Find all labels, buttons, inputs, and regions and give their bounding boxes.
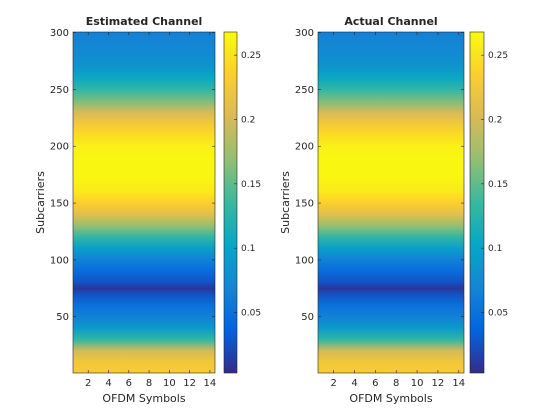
x-axis-label: OFDM Symbols	[102, 392, 185, 405]
y-tick-label: 250	[50, 85, 69, 96]
y-axis-label: Subcarriers	[279, 171, 292, 234]
chart-title: Estimated Channel	[86, 15, 203, 28]
x-tick-label: 2	[330, 378, 336, 389]
colorbar-tick-label: 0.15	[241, 180, 261, 190]
x-tick-label: 8	[146, 378, 152, 389]
chart-panel-1: 2 4 6 8 10 12 14 50 100 150 200 250 300 Estimated Cha…	[34, 15, 261, 405]
x-tick-label: 14	[452, 378, 465, 389]
colorbar	[470, 32, 484, 373]
y-tick-label: 100	[295, 255, 314, 266]
colorbar-tick-label: 0.05	[241, 309, 261, 319]
axes-box	[72, 31, 216, 374]
y-tick-label: 50	[56, 312, 69, 323]
y-tick-label: 250	[295, 85, 314, 96]
x-tick-label: 4	[105, 378, 111, 389]
y-tick-label: 200	[50, 142, 69, 153]
heatmap-image	[73, 32, 215, 373]
x-tick-label: 10	[163, 378, 176, 389]
y-tick-label: 50	[301, 312, 314, 323]
colorbar-tick-label: 0.25	[488, 51, 508, 61]
x-tick-label: 10	[411, 378, 424, 389]
colorbar-tick-label: 0.1	[241, 244, 255, 254]
colorbar-tick-label: 0.05	[488, 309, 508, 319]
colorbar-tick-label: 0.1	[488, 244, 502, 254]
y-tick-label: 150	[50, 199, 69, 210]
colorbar-tick-label: 0.2	[241, 116, 255, 126]
colorbar-box	[223, 31, 238, 374]
x-tick-label: 2	[85, 378, 91, 389]
y-tick-label: 100	[50, 255, 69, 266]
x-tick-label: 12	[183, 378, 196, 389]
y-tick-label: 200	[295, 142, 314, 153]
x-tick-label: 8	[393, 378, 399, 389]
colorbar-tick-label: 0.2	[488, 116, 502, 126]
colorbar-tick-label: 0.25	[241, 51, 261, 61]
y-tick-label: 300	[50, 28, 69, 39]
x-tick-label: 6	[126, 378, 132, 389]
heatmap-image	[318, 32, 464, 373]
x-tick-label: 4	[351, 378, 357, 389]
colorbar	[224, 32, 237, 373]
y-axis-label: Subcarriers	[34, 171, 47, 234]
x-tick-label: 12	[432, 378, 445, 389]
y-tick-label: 150	[295, 199, 314, 210]
colorbar-box	[469, 31, 485, 374]
x-tick-label: 6	[372, 378, 378, 389]
chart-panel-2: 2 4 6 8 10 12 14 50 100 150 200 250 300 Actual Channe…	[279, 15, 508, 405]
x-axis-label: OFDM Symbols	[349, 392, 432, 405]
y-tick-label: 300	[295, 28, 314, 39]
axes-box	[317, 31, 465, 374]
colorbar-tick-label: 0.15	[488, 180, 508, 190]
x-tick-label: 14	[204, 378, 217, 389]
chart-title: Actual Channel	[344, 15, 437, 28]
